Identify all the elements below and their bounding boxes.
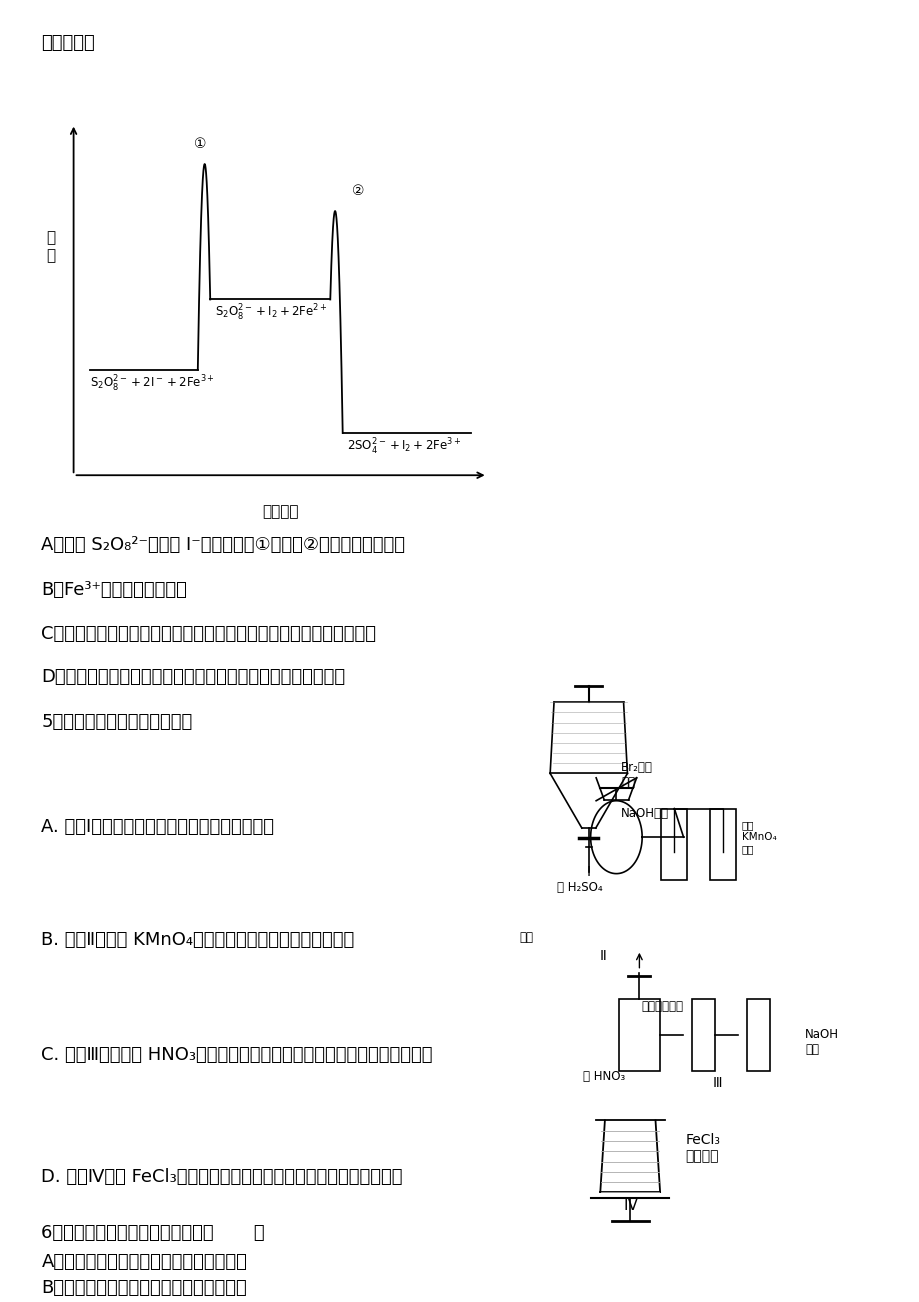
Text: 炭棒: 炭棒 [519,931,533,944]
Text: C．因为正反应的活化能比逆反应的活化能小，所以该反应是放热反应: C．因为正反应的活化能比逆反应的活化能小，所以该反应是放热反应 [41,625,376,643]
Text: ①: ① [194,137,206,151]
Text: D. 实验Ⅳ：将 FeCl₃饱和溶液煮沸后停止加热，以制备氢氧化铁胶体: D. 实验Ⅳ：将 FeCl₃饱和溶液煮沸后停止加热，以制备氢氧化铁胶体 [41,1168,403,1186]
Text: D．往该溶液中滴加淀粉溶液，溶液变蓝，适当升温，蓝色加深: D．往该溶液中滴加淀粉溶液，溶液变蓝，适当升温，蓝色加深 [41,668,346,686]
Text: 浓 H₂SO₄: 浓 H₂SO₄ [556,881,602,894]
Bar [746,1000,769,1070]
Text: C. 实验Ⅲ：微热稀 HNO₃片刻，溶液中有气泡产生，广口瓶内会出现红棕色: C. 实验Ⅲ：微热稀 HNO₃片刻，溶液中有气泡产生，广口瓶内会出现红棕色 [41,1046,433,1064]
Text: 酸性
KMnO₄
溶液: 酸性 KMnO₄ 溶液 [741,820,776,854]
Text: $\mathrm{S_2O_8^{2-}+I_2+2Fe^{2+}}$: $\mathrm{S_2O_8^{2-}+I_2+2Fe^{2+}}$ [215,303,327,323]
Bar [661,809,686,880]
Text: NaOH
溶液: NaOH 溶液 [804,1027,838,1056]
Text: A. 实验Ⅰ：振荡后静置，上层溶液颜色保持不变: A. 实验Ⅰ：振荡后静置，上层溶液颜色保持不变 [41,818,274,836]
Text: ②: ② [351,184,364,198]
Bar [618,1000,660,1070]
Text: B. 实验Ⅱ：酸性 KMnO₄溶液中出现气泡，且颜色保持不变: B. 实验Ⅱ：酸性 KMnO₄溶液中出现气泡，且颜色保持不变 [41,931,354,949]
Text: B．Fe³⁺是该反应的催化剂: B．Fe³⁺是该反应的催化剂 [41,581,187,599]
Text: NaOH溶液: NaOH溶液 [620,807,668,820]
Text: 5、对下列实验的分析合理的是: 5、对下列实验的分析合理的是 [41,713,192,732]
Text: 能
量: 能 量 [46,230,55,263]
Text: 稀 HNO₃: 稀 HNO₃ [583,1070,625,1083]
Text: A．增大 S₂O₈²⁻浓度或 I⁻浓度，反应①、反应②的反应速率均加快: A．增大 S₂O₈²⁻浓度或 I⁻浓度，反应①、反应②的反应速率均加快 [41,536,405,555]
Text: $\mathrm{2SO_4^{2-}+I_2+2Fe^{3+}}$: $\mathrm{2SO_4^{2-}+I_2+2Fe^{3+}}$ [347,437,461,457]
Text: Br₂的苯
溶液: Br₂的苯 溶液 [620,760,652,789]
Text: A．实验室废液需经处理后才能排入下水道: A．实验室废液需经处理后才能排入下水道 [41,1253,247,1271]
Bar [709,809,735,880]
Text: Ⅱ: Ⅱ [598,949,606,962]
Text: Ⅰ: Ⅰ [586,866,590,879]
Text: B．点燃易燃气体前，必须检验气体的纯度: B．点燃易燃气体前，必须检验气体的纯度 [41,1279,247,1297]
Text: Ⅲ: Ⅲ [712,1077,721,1090]
Text: Ⅳ: Ⅳ [622,1198,637,1213]
Text: 6、下列行为不符合安全要求的是（       ）: 6、下列行为不符合安全要求的是（ ） [41,1224,265,1242]
Text: 可抽动的铜丝: 可抽动的铜丝 [641,1000,683,1013]
Bar [691,1000,714,1070]
Text: $\mathrm{S_2O_8^{2-}+2I^-+2Fe^{3+}}$: $\mathrm{S_2O_8^{2-}+2I^-+2Fe^{3+}}$ [90,374,215,393]
Text: 不正确的是: 不正确的是 [41,34,95,52]
Text: FeCl₃
饱和溶液: FeCl₃ 饱和溶液 [685,1133,720,1164]
Text: 反应过程: 反应过程 [262,504,299,519]
